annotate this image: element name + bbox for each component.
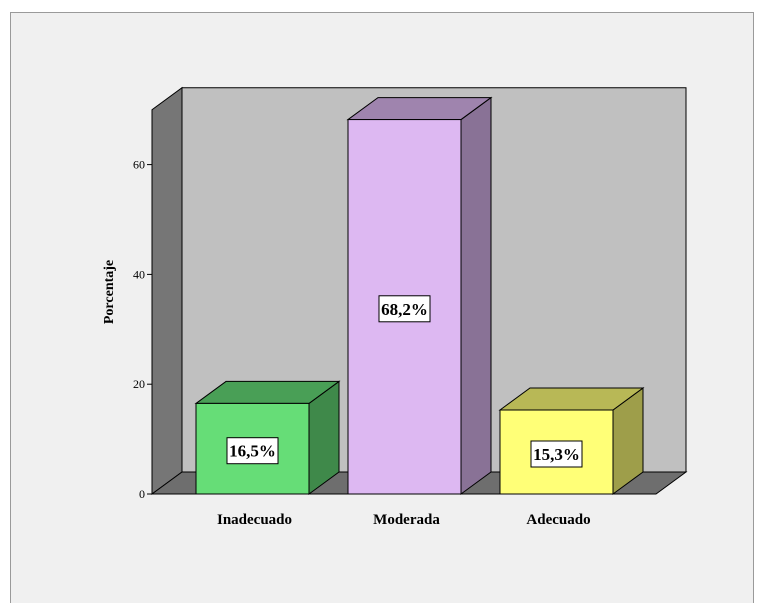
data-label: 16,5% <box>229 442 276 461</box>
bar-side <box>460 96 492 495</box>
side-wall <box>151 86 183 495</box>
data-label: 68,2% <box>381 300 428 319</box>
category-labels: Inadecuado Moderada Adecuado <box>217 512 591 528</box>
bar-adecuado: 15,3% <box>498 387 645 495</box>
y-tick-label: 60 <box>133 158 145 172</box>
y-axis-title: Porcentaje <box>102 260 117 324</box>
category-label: Adecuado <box>526 512 590 528</box>
y-tick-label: 40 <box>133 267 145 281</box>
y-tick-label: 0 <box>139 487 145 501</box>
data-label-box <box>378 295 431 323</box>
category-label: Moderada <box>373 512 440 528</box>
bar-moderada: 68,2% <box>346 96 493 495</box>
data-label: 15,3% <box>533 445 580 464</box>
category-label: Inadecuado <box>217 512 292 528</box>
y-axis: 0 20 40 60 <box>133 109 153 501</box>
data-label-box <box>530 440 583 468</box>
data-label-box <box>226 437 279 465</box>
y-tick-label: 20 <box>133 377 145 391</box>
bar-inadecuado: 16,5% <box>194 380 341 495</box>
bars: 16,5% 68,2% 15,3% <box>194 96 645 495</box>
